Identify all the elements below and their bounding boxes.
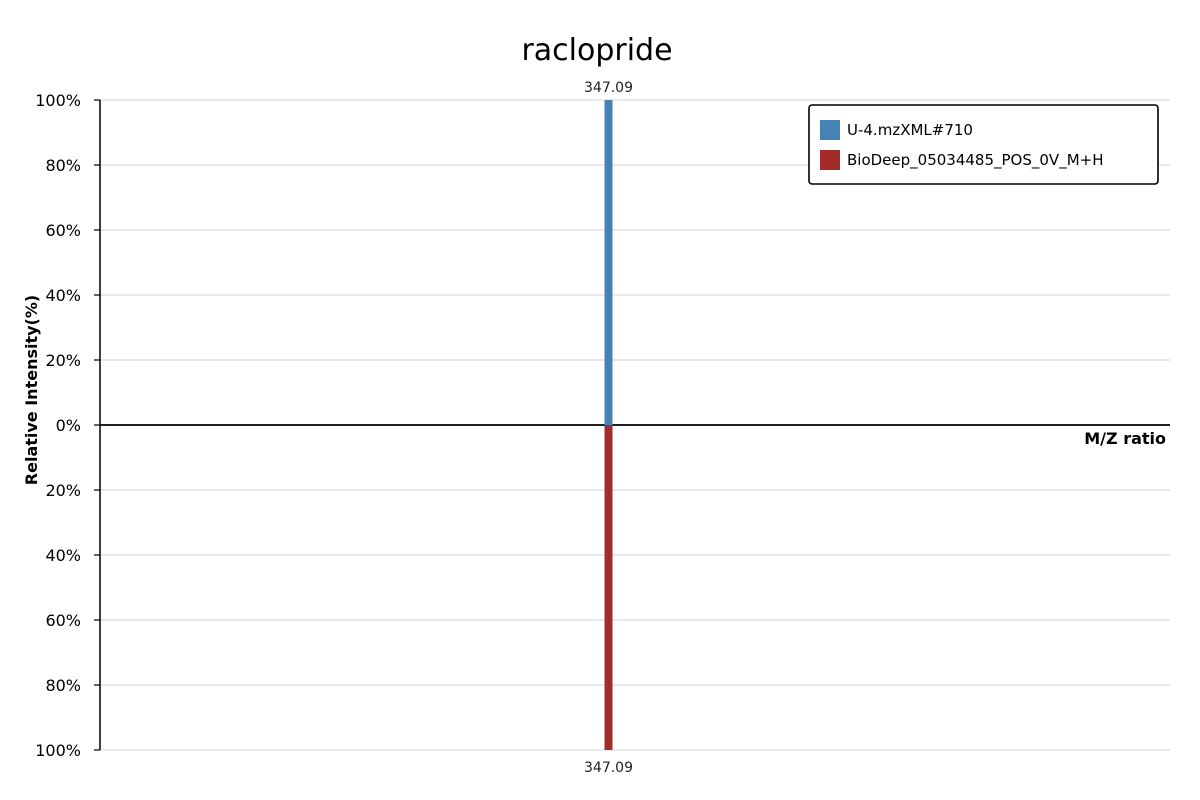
y-tick-label: 60% xyxy=(45,611,81,630)
y-tick-label: 80% xyxy=(45,156,81,175)
y-tick-label: 60% xyxy=(45,221,81,240)
y-tick-label: 100% xyxy=(35,741,81,760)
legend-label-series-1: U-4.mzXML#710 xyxy=(847,121,973,139)
y-tick-label: 100% xyxy=(35,91,81,110)
y-axis-ticks: 100% 80% 60% 40% 20% 0% 20% 40% 60% 80% 100% xyxy=(35,91,100,760)
x-axis-title: M/Z ratio xyxy=(1084,429,1166,448)
y-tick-label: 20% xyxy=(45,481,81,500)
legend-swatch-series-1 xyxy=(820,120,840,140)
legend-label-series-2: BioDeep_05034485_POS_0V_M+H xyxy=(847,151,1103,170)
peak-bar-reference xyxy=(604,425,613,750)
y-tick-label: 40% xyxy=(45,546,81,565)
y-tick-label: 0% xyxy=(56,416,81,435)
peak-label-query: 347.09 xyxy=(584,80,633,96)
legend-box xyxy=(808,104,1159,185)
y-tick-label: 20% xyxy=(45,351,81,370)
legend: U-4.mzXML#710 BioDeep_05034485_POS_0V_M+… xyxy=(808,104,1159,185)
grid-lines xyxy=(100,99,1170,751)
y-tick-label: 40% xyxy=(45,286,81,305)
legend-swatch-series-2 xyxy=(820,150,840,170)
peak-bar-query xyxy=(604,100,613,425)
y-tick-label: 80% xyxy=(45,676,81,695)
peak-label-reference: 347.09 xyxy=(584,760,633,776)
y-axis-title: Relative Intensity(%) xyxy=(22,295,41,485)
peaks: 347.09 347.09 xyxy=(584,80,633,776)
chart-title: raclopride xyxy=(521,33,672,68)
